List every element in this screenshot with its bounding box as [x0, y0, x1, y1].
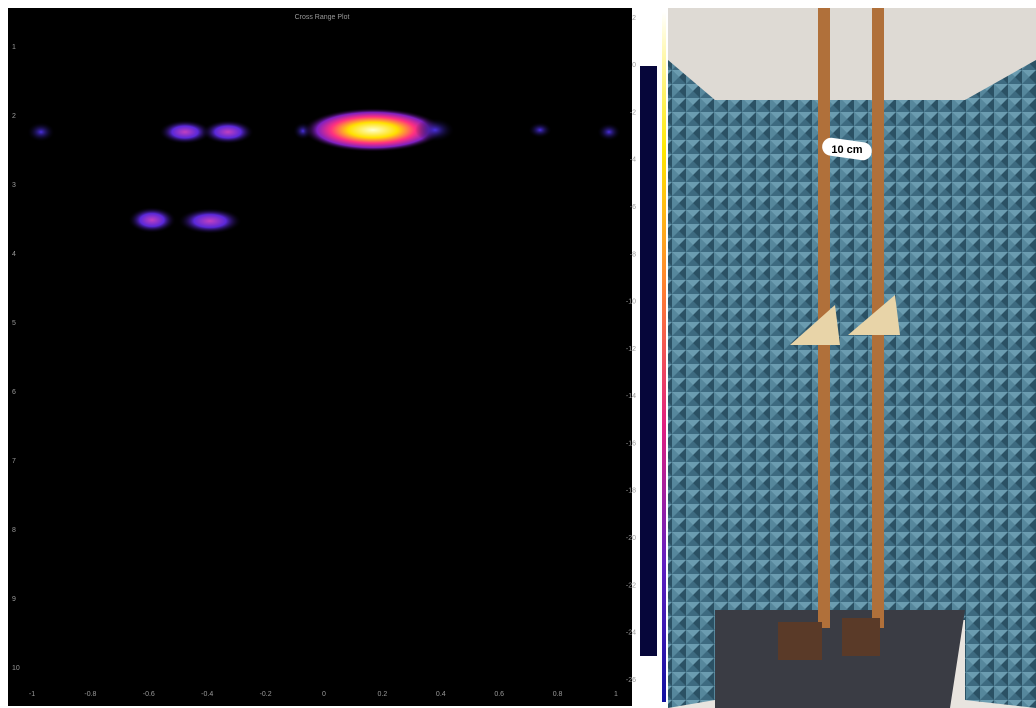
x-tick-label: -0.4: [201, 691, 213, 698]
colorbar-tick-label: -8: [630, 251, 636, 258]
colorbar-tick-label: -14: [626, 393, 636, 400]
x-tick-label: -0.6: [143, 691, 155, 698]
y-tick-label: 3: [12, 182, 16, 189]
colorbar-tick-label: 2: [632, 15, 636, 22]
x-tick-label: -0.8: [84, 691, 96, 698]
x-tick-label: 0.8: [553, 691, 563, 698]
x-tick-label: -0.2: [260, 691, 272, 698]
colorbar: [640, 66, 657, 656]
colorbar-tick-label: -18: [626, 488, 636, 495]
colorbar-tick-label: -26: [626, 677, 636, 684]
y-tick-label: 7: [12, 458, 16, 465]
colorbar-tick-label: -10: [626, 299, 636, 306]
photo: 10 cm: [668, 8, 1036, 708]
x-tick-label: -1: [29, 691, 35, 698]
y-tick-label: 9: [12, 596, 16, 603]
colorbar-tick-label: -2: [630, 109, 636, 116]
page: {"plot":{"title":"Cross Range Plot", "x_…: [0, 0, 1036, 708]
colorbar-tick-label: -22: [626, 582, 636, 589]
plot-title: Cross Range Plot: [295, 14, 350, 21]
x-tick-label: 1: [614, 691, 618, 698]
y-tick-label: 10: [12, 665, 20, 672]
colorbar-tick-label: -4: [630, 157, 636, 164]
y-tick-label: 2: [12, 113, 16, 120]
colorbar-tick-label: -24: [626, 630, 636, 637]
y-tick-label: 1: [12, 44, 16, 51]
y-tick-label: 6: [12, 389, 16, 396]
x-tick-label: 0.2: [378, 691, 388, 698]
x-tick-label: 0: [322, 691, 326, 698]
figure: Cross Range Plot -1 -0.8 -0.6 -0.4 -0.2 0 0.2 0…: [0, 0, 1036, 708]
y-tick-label: 8: [12, 527, 16, 534]
colorbar-tick-label: -12: [626, 346, 636, 353]
colorbar-tick-label: -16: [626, 440, 636, 447]
plot-area: [8, 8, 632, 706]
colorbar-scale: [662, 12, 666, 702]
colorbar-tick-label: -20: [626, 535, 636, 542]
colorbar-tick-label: 0: [632, 62, 636, 69]
x-tick-label: 0.4: [436, 691, 446, 698]
y-tick-label: 5: [12, 320, 16, 327]
x-tick-label: 0.6: [494, 691, 504, 698]
y-tick-label: 4: [12, 251, 16, 258]
colorbar-tick-label: -6: [630, 204, 636, 211]
photo-label: 10 cm: [831, 144, 862, 156]
